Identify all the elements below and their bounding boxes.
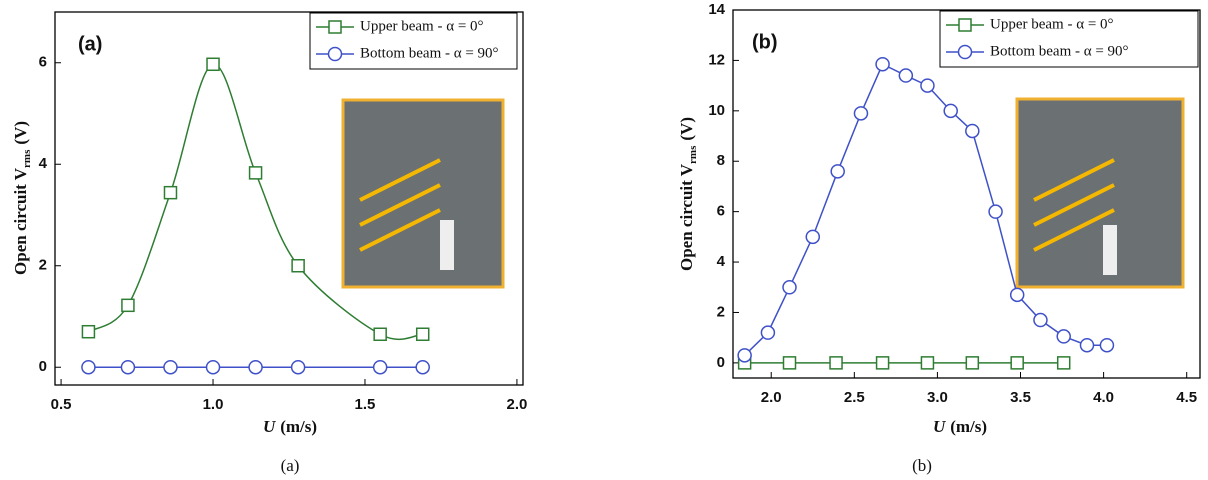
marker <box>205 359 221 375</box>
marker <box>805 229 821 245</box>
legend-label: Upper beam - α = 0° <box>360 18 484 34</box>
marker <box>1079 337 1095 353</box>
legend-label: Bottom beam - α = 90° <box>990 43 1129 59</box>
marker <box>920 78 935 93</box>
marker <box>920 356 935 370</box>
x-axis-label: U (m/s) <box>933 417 987 436</box>
plot-frame <box>54 11 524 386</box>
marker <box>81 359 96 375</box>
legend-box <box>939 10 1199 68</box>
marker <box>782 280 797 295</box>
marker <box>290 359 306 375</box>
y-axis-subscript: rms <box>687 145 699 164</box>
marker <box>248 359 263 375</box>
x-tick-label: 3.5 <box>1010 389 1031 406</box>
x-axis-unit: (m/s) <box>280 417 317 436</box>
x-axis-symbol: U <box>933 417 946 436</box>
legend-label: Bottom beam - α = 90° <box>360 45 499 61</box>
y-axis-label: Open circuit Vrms (V) <box>677 117 699 271</box>
x-tick-label: 3.0 <box>927 389 948 406</box>
marker <box>898 68 914 83</box>
x-tick-label: 0.5 <box>51 396 72 413</box>
y-axis-subscript: rms <box>21 149 33 168</box>
x-axis-unit: (m/s) <box>950 417 987 436</box>
x-tick-label: 2.0 <box>506 396 527 413</box>
marker <box>875 56 890 72</box>
marker <box>965 356 980 370</box>
marker <box>829 356 843 370</box>
marker <box>943 103 958 119</box>
y-tick-label: 6 <box>717 203 725 220</box>
caption: (a) <box>281 456 300 475</box>
marker <box>737 348 752 363</box>
marker <box>121 298 135 313</box>
marker <box>1033 312 1048 328</box>
marker <box>373 327 387 342</box>
marker <box>1056 329 1071 344</box>
marker <box>1009 287 1025 303</box>
marker <box>81 324 96 339</box>
y-tick-label: 8 <box>717 152 725 169</box>
y-tick-label: 0 <box>717 354 725 371</box>
y-axis-text: Open circuit V <box>11 167 30 275</box>
y-axis-unit: (V) <box>677 117 696 141</box>
y-axis-text: Open circuit V <box>677 163 696 271</box>
marker <box>830 164 845 179</box>
marker <box>328 20 342 34</box>
marker <box>415 359 430 375</box>
x-tick-label: 2.0 <box>761 389 782 406</box>
caption: (b) <box>912 456 932 475</box>
panel-label: (a) <box>78 33 102 55</box>
marker <box>248 166 263 180</box>
x-tick-label: 1.5 <box>355 396 376 413</box>
x-axis-label: U (m/s) <box>263 417 317 436</box>
x-tick-label: 2.5 <box>844 389 865 406</box>
marker <box>206 57 220 72</box>
x-tick-label: 1.0 <box>203 396 224 413</box>
y-axis-unit: (V) <box>11 121 30 145</box>
marker <box>782 356 797 370</box>
marker <box>291 258 305 273</box>
marker <box>1056 356 1071 370</box>
marker <box>988 204 1003 219</box>
marker <box>1010 356 1024 370</box>
x-axis-symbol: U <box>263 417 276 436</box>
y-tick-label: 14 <box>708 1 725 18</box>
panel-label: (b) <box>752 31 778 53</box>
y-axis-label: Open circuit Vrms (V) <box>11 121 33 275</box>
marker <box>1099 337 1115 353</box>
legend-box <box>309 12 518 70</box>
marker <box>957 44 973 60</box>
marker <box>372 359 388 375</box>
plot-frame <box>732 9 1201 379</box>
marker <box>415 327 430 342</box>
series-line <box>88 63 423 341</box>
y-tick-label: 0 <box>39 358 47 375</box>
y-tick-label: 6 <box>39 54 47 71</box>
marker <box>327 46 343 62</box>
y-tick-label: 2 <box>39 257 47 274</box>
x-tick-label: 4.0 <box>1093 389 1114 406</box>
marker <box>958 18 972 32</box>
legend-label: Upper beam - α = 0° <box>990 16 1114 32</box>
marker <box>875 356 890 370</box>
y-tick-label: 4 <box>717 253 726 270</box>
y-tick-label: 2 <box>717 303 725 320</box>
marker <box>163 359 178 375</box>
marker <box>120 359 136 375</box>
y-tick-label: 12 <box>708 51 725 68</box>
marker <box>163 185 178 200</box>
y-tick-label: 4 <box>39 155 48 172</box>
x-tick-label: 4.5 <box>1176 389 1197 406</box>
y-tick-label: 10 <box>708 102 725 119</box>
marker <box>965 123 980 139</box>
marker <box>853 106 869 121</box>
inset-photo <box>341 97 1185 289</box>
marker <box>760 325 776 340</box>
